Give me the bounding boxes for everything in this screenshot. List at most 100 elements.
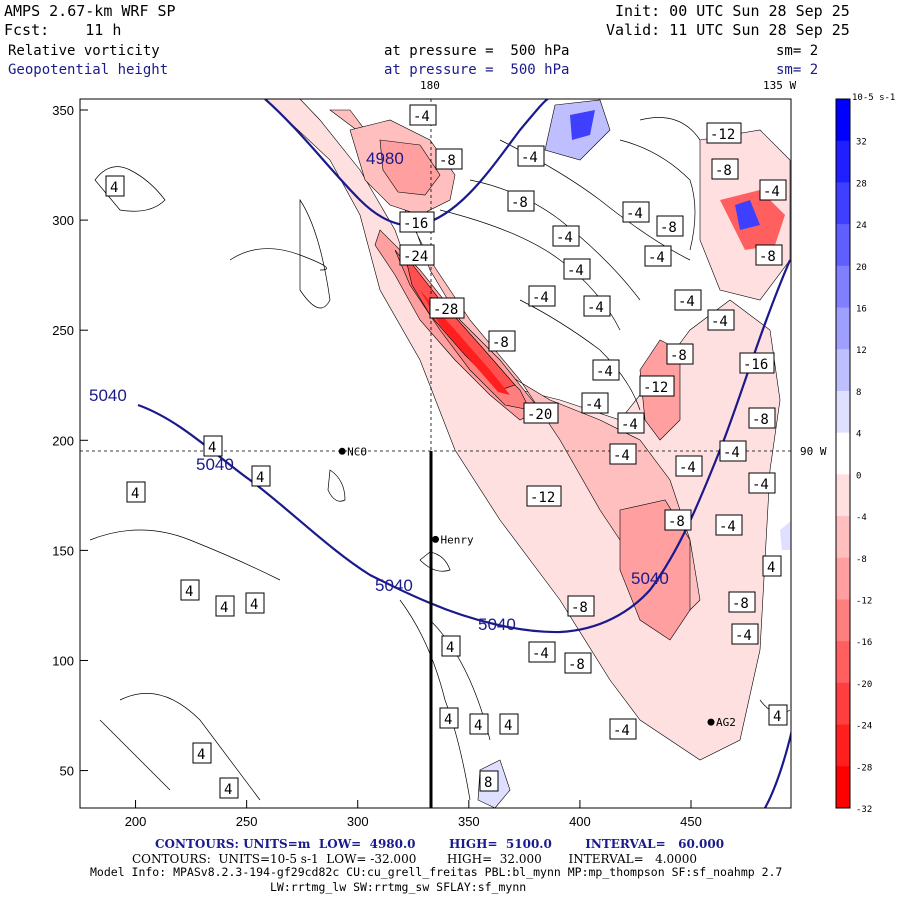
svg-text:-4: -4 <box>596 364 613 380</box>
colorbar-swatch <box>836 599 850 642</box>
svg-text:-4: -4 <box>532 290 549 306</box>
y-tick-label: 300 <box>52 213 74 228</box>
svg-text:8: 8 <box>484 775 492 791</box>
vort-label: -4 <box>528 641 556 663</box>
svg-text:-4: -4 <box>678 294 695 310</box>
svg-text:4: 4 <box>185 584 193 600</box>
vort-label: 4 <box>126 481 146 503</box>
station-dot <box>432 535 439 543</box>
vort-label: -4 <box>528 285 556 307</box>
svg-text:-8: -8 <box>439 153 456 169</box>
station-markers: NCO Henry AG2 <box>338 445 736 729</box>
height-labels: 5040 5040 5040 5040 5040 4980 <box>89 149 669 634</box>
svg-text:-4: -4 <box>763 184 780 200</box>
vort-label: -4 <box>748 472 776 494</box>
footer-height-contours: CONTOURS: UNITS=m LOW= 4980.0 HIGH= 5100… <box>155 837 725 851</box>
colorbar-swatch <box>836 432 850 475</box>
svg-text:-20: -20 <box>527 407 552 423</box>
svg-text:-8: -8 <box>492 335 509 351</box>
vort-label: -4 <box>674 289 702 311</box>
vort-label: -4 <box>675 455 703 477</box>
colorbar-tick-label: -32 <box>856 805 872 815</box>
svg-text:-12: -12 <box>530 490 555 506</box>
svg-text:4: 4 <box>110 180 118 196</box>
svg-text:-4: -4 <box>626 206 643 222</box>
svg-text:-24: -24 <box>403 249 428 265</box>
map-frame <box>79 98 792 809</box>
colorbar-swatch <box>836 224 850 267</box>
colorbar-tick-label: 24 <box>856 221 867 231</box>
svg-text:-8: -8 <box>668 514 685 530</box>
vort-label: -4 <box>731 623 759 645</box>
vort-label: -4 <box>609 718 637 740</box>
vort-label: -4 <box>517 145 545 167</box>
level-height: at pressure = 500 hPa <box>384 62 570 78</box>
svg-text:-4: -4 <box>711 314 728 330</box>
valid-time: Valid: 11 UTC Sun 28 Sep 25 <box>606 21 850 39</box>
svg-text:-4: -4 <box>752 477 769 493</box>
colorbar-swatch <box>836 641 850 684</box>
vort-label: -8 <box>755 244 783 266</box>
svg-text:-4: -4 <box>719 519 736 535</box>
colorbar-swatch <box>836 724 850 767</box>
svg-text:-8: -8 <box>670 348 687 364</box>
colorbar-tick-label: 16 <box>856 305 867 315</box>
footer-vorticity-contours: CONTOURS: UNITS=10-5 s-1 LOW= -32.000 HI… <box>132 852 698 866</box>
vort-label: -8 <box>711 158 739 180</box>
vort-label: -4 <box>707 309 735 331</box>
colorbar-swatch <box>836 265 850 309</box>
height-label: 5040 <box>196 455 234 474</box>
colorbar-tick-label: -12 <box>856 596 872 606</box>
svg-text:-4: -4 <box>567 263 584 279</box>
vort-label: -4 <box>644 245 672 267</box>
svg-text:-8: -8 <box>571 600 588 616</box>
y-tick-label: 100 <box>52 653 74 668</box>
svg-text:4: 4 <box>444 712 452 728</box>
colorbar-tick-label: 28 <box>856 179 867 189</box>
field-vorticity-label: Relative vorticity <box>8 43 160 59</box>
vort-label: -12 <box>639 375 675 397</box>
vort-label: 4 <box>215 595 235 617</box>
colorbar-swatch <box>836 557 850 600</box>
x-tick-label: 450 <box>680 814 702 829</box>
vort-label: 4 <box>469 713 489 735</box>
crosshair <box>80 99 791 452</box>
colorbar-tick-label: -20 <box>856 680 872 690</box>
height-label: 5040 <box>375 576 413 595</box>
x-tick-label: 200 <box>125 814 147 829</box>
svg-text:-8: -8 <box>660 220 677 236</box>
colorbar-swatch <box>836 766 850 809</box>
y-tick-label: 200 <box>52 433 74 448</box>
svg-text:-16: -16 <box>743 357 768 373</box>
x-tick-label: 350 <box>458 814 480 829</box>
vort-label: -8 <box>507 190 535 212</box>
svg-text:-4: -4 <box>585 397 602 413</box>
model-title: AMPS 2.67-km WRF SP <box>4 2 176 20</box>
height-label: 4980 <box>366 149 404 168</box>
vort-label: -4 <box>609 443 637 465</box>
vort-label: 4 <box>219 777 239 799</box>
colorbar-tick-label: 0 <box>856 471 861 481</box>
vort-label: -12 <box>706 122 742 144</box>
vort-label: 4 <box>245 592 265 614</box>
vort-label: 4 <box>441 635 461 657</box>
vort-label: 4 <box>439 707 459 729</box>
colorbar-tick-label: -16 <box>856 638 872 648</box>
vort-label: -4 <box>581 392 609 414</box>
lon-label-135w: 135 W <box>763 79 797 92</box>
y-tick-label: 350 <box>52 103 74 118</box>
colorbar-unit: 10-5 s-1 <box>852 93 896 103</box>
level-vorticity: at pressure = 500 hPa <box>384 43 570 59</box>
svg-text:-8: -8 <box>568 657 585 673</box>
height-label: 5040 <box>631 569 669 588</box>
station-dot <box>338 447 346 455</box>
svg-text:-4: -4 <box>521 150 538 166</box>
svg-text:4: 4 <box>767 560 775 576</box>
vort-label: 4 <box>192 742 212 764</box>
svg-text:4: 4 <box>208 440 216 456</box>
svg-text:-4: -4 <box>413 109 430 125</box>
vort-label: -20 <box>523 402 559 424</box>
svg-text:-12: -12 <box>643 380 668 396</box>
svg-text:-28: -28 <box>433 302 458 318</box>
colorbar-swatch <box>836 140 850 183</box>
